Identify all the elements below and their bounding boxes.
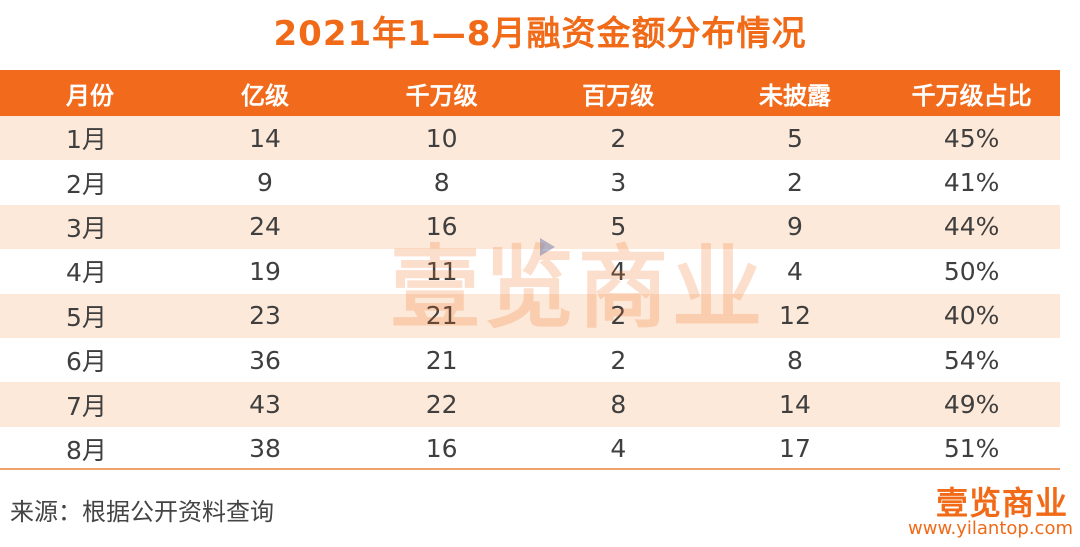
- table-cell: 16: [353, 204, 530, 250]
- table-cell: 11: [353, 249, 530, 294]
- table-cell: 8: [353, 160, 530, 205]
- table-cell: 44%: [883, 204, 1060, 250]
- source-note: 来源：根据公开资料查询: [10, 498, 274, 526]
- table-cell: 22: [353, 382, 530, 427]
- table-cell: 49%: [883, 382, 1060, 427]
- table-cell: 1月: [0, 116, 177, 161]
- column-header: 亿级: [176, 70, 354, 116]
- column-header: 千万级: [353, 70, 530, 116]
- table-cell: 4: [529, 426, 707, 472]
- brand-url: www.yilantop.com: [908, 518, 1073, 539]
- table-cell: 38: [176, 426, 354, 472]
- table-cell: 51%: [883, 426, 1060, 472]
- table-row: 7月 43 22 8 14 49%: [0, 382, 1060, 427]
- table-cell: 2: [529, 116, 707, 161]
- table-cell: 40%: [883, 293, 1060, 338]
- column-header: 月份: [0, 70, 177, 116]
- table-cell: 9: [176, 160, 354, 205]
- table-cell: 17: [706, 426, 884, 472]
- table-cell: 7月: [0, 382, 177, 427]
- table-cell: 2: [706, 160, 884, 205]
- table-row: 8月 38 16 4 17 51%: [0, 426, 1060, 472]
- table-row: 2月 9 8 3 2 41%: [0, 160, 1060, 205]
- table-cell: 24: [176, 204, 354, 250]
- brand-logo: 壹览商业: [936, 484, 1069, 522]
- table-cell: 6月: [0, 337, 177, 383]
- table-cell: 54%: [883, 337, 1060, 383]
- table-cell: 8: [529, 382, 707, 427]
- table-cell: 5月: [0, 293, 177, 338]
- table-cell: 50%: [883, 249, 1060, 294]
- table-cell: 3月: [0, 204, 177, 250]
- column-header: 未披露: [706, 70, 884, 116]
- table-cell: 12: [706, 293, 884, 338]
- table-cell: 23: [176, 293, 354, 338]
- table-cell: 4: [529, 249, 707, 294]
- table-cell: 5: [706, 116, 884, 161]
- table-row: 4月 19 11 4 4 50%: [0, 249, 1060, 294]
- column-header: 百万级: [529, 70, 707, 116]
- table-cell: 2: [529, 293, 707, 338]
- table-cell: 14: [706, 382, 884, 427]
- table-cell: 3: [529, 160, 707, 205]
- table-cell: 45%: [883, 116, 1060, 161]
- table-cell: 8: [706, 337, 884, 383]
- table-cell: 10: [353, 116, 530, 161]
- table-cell: 36: [176, 337, 354, 383]
- table-header-row: 月份 亿级 千万级 百万级 未披露 千万级占比: [0, 70, 1060, 116]
- table-row: 1月 14 10 2 5 45%: [0, 116, 1060, 161]
- table-cell: 16: [353, 426, 530, 472]
- table-cell: 9: [706, 204, 884, 250]
- table-cell: 43: [176, 382, 354, 427]
- play-icon: [540, 238, 555, 256]
- table-cell: 8月: [0, 426, 177, 472]
- table-cell: 4月: [0, 249, 177, 294]
- table-cell: 2: [529, 337, 707, 383]
- table-bottom-rule: [0, 468, 1060, 470]
- table-cell: 2月: [0, 160, 177, 205]
- page-title: 2021年1—8月融资金额分布情况: [273, 14, 807, 54]
- table-cell: 41%: [883, 160, 1060, 205]
- table-row: 3月 24 16 5 9 44%: [0, 204, 1060, 250]
- table-cell: 4: [706, 249, 884, 294]
- column-header: 千万级占比: [883, 70, 1060, 116]
- table-cell: 14: [176, 116, 354, 161]
- table-cell: 21: [353, 337, 530, 383]
- table-row: 5月 23 21 2 12 40%: [0, 293, 1060, 338]
- table-cell: 5: [529, 204, 707, 250]
- table-cell: 21: [353, 293, 530, 338]
- table-row: 6月 36 21 2 8 54%: [0, 337, 1060, 383]
- financing-table: 月份 亿级 千万级 百万级 未披露 千万级占比 1月 14 10 2 5 45%…: [0, 70, 1060, 472]
- table-cell: 19: [176, 249, 354, 294]
